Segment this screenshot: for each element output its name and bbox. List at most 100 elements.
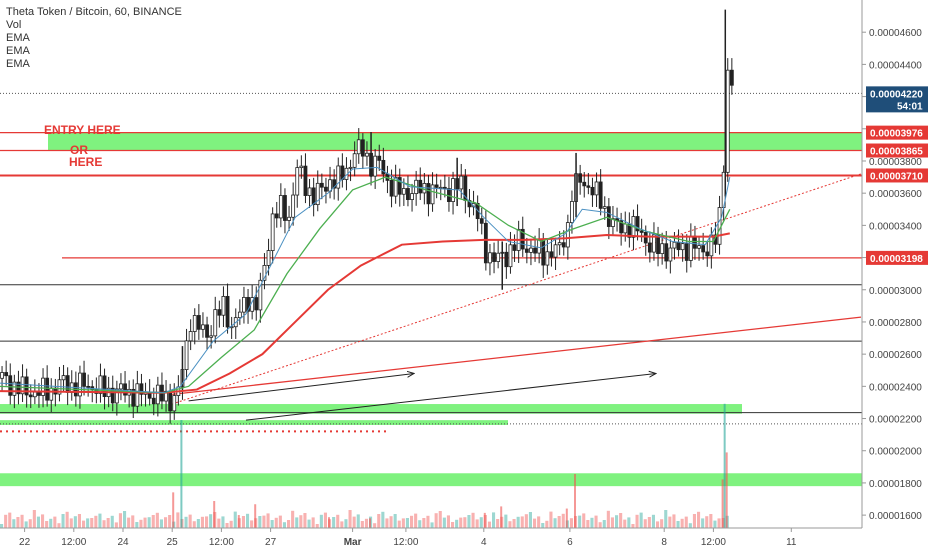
candle-body [139,383,144,395]
indicator-vol: Vol [6,19,22,31]
volume-bar [647,517,651,528]
candle-body [168,390,173,412]
ema-fast-line [0,166,731,394]
trendline[interactable] [188,373,415,402]
volume-bar [73,516,77,528]
candle-body [602,206,607,209]
candle-body [315,182,320,206]
volume-bar [16,517,20,528]
candle-body [479,218,484,224]
volume-bar [713,520,717,528]
candle-body [381,159,386,175]
volume-bar [545,520,549,528]
candle-body [565,222,570,248]
candle-body [65,375,70,393]
volume-bar [307,519,311,528]
trendline[interactable] [172,316,862,396]
volume-bar [438,511,442,528]
volume-bar [159,519,163,528]
time-tick-label: 27 [265,537,277,548]
volume-bar [69,518,73,528]
candle-body [676,241,681,251]
candle-body [570,201,574,224]
candle-body [729,69,734,86]
volume-bar [602,520,606,528]
volume-bar [172,492,175,528]
candle-body [410,193,414,200]
candle-body [135,383,140,407]
current-price-tag [866,86,928,113]
volume-bar [541,523,545,528]
candle-body [611,218,615,227]
volume-bar [524,514,528,528]
candle-body [373,155,378,177]
time-tick-label: 8 [661,537,667,548]
volume-bar [369,518,371,528]
candle-body [151,397,156,405]
symbol-title: Theta Token / Bitcoin, 60, BINANCE [6,6,182,18]
volume-bar [110,515,114,528]
volume-bar [574,474,576,528]
volume-bar [643,519,647,528]
candle-body [12,381,17,396]
volume-bar [594,515,598,528]
volume-bar [414,513,418,528]
trendline[interactable] [172,173,862,405]
volume-bar [45,521,49,528]
candle-body [242,296,246,313]
volume-bar [315,524,319,528]
volume-bar [627,517,631,528]
trendline[interactable] [245,373,656,421]
volume-bar [680,518,684,528]
candle-body [471,202,476,208]
volume-bar [701,518,705,528]
candle-body [553,244,558,258]
volume-bar [229,520,233,528]
volume-bar [401,518,405,528]
candle-body [688,235,693,261]
volume-bar [635,514,639,528]
candle-body [246,296,250,312]
volume-bar [639,512,643,528]
candle-body [119,383,123,390]
candle-body [213,309,218,337]
volume-bar [561,513,565,528]
volume-bar [86,518,90,528]
volume-bar [565,508,568,528]
candle-body [725,69,730,173]
volume-bar [336,514,340,528]
volume-bar [660,519,664,528]
volume-bar [537,516,541,528]
candle-body [377,155,382,161]
candle-body [442,186,447,189]
volume-bar [77,514,81,528]
volume-bar [459,517,463,528]
volume-bar [250,520,254,528]
volume-bar [200,516,204,528]
support-zone [0,473,862,487]
candle-body [598,181,603,209]
volume-bar [487,521,491,528]
candle-body [533,247,537,254]
volume-bar [225,523,229,528]
candle-body [184,340,189,370]
candle-body [668,247,673,262]
candle-body [578,173,583,183]
candle-body [619,220,624,234]
volume-bar [451,522,455,528]
volume-bar [446,515,450,528]
volume-bar [606,510,610,528]
volume-bar [430,522,434,528]
price-tick-label: 0.00003000 [869,286,922,297]
volume-bar [246,513,250,528]
volume-bar [672,514,676,528]
candle-body [110,387,115,404]
volume-bar [102,520,106,528]
price-tick-label: 0.00002800 [869,318,922,329]
annotation-entry-here: ENTRY HERE [44,123,121,137]
volume-bar [168,515,172,528]
volume-bar [139,519,143,528]
candle-body [693,235,697,249]
